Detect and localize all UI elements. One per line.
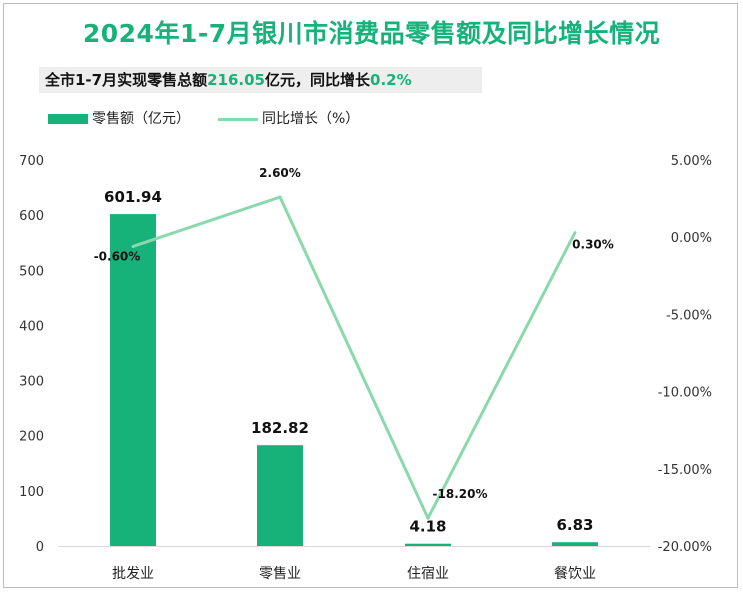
chart-subtitle: 全市1-7月实现零售总额216.05亿元，同比增长0.2% <box>39 67 482 93</box>
bar <box>110 214 156 546</box>
y-right-tick-label: -5.00% <box>666 308 712 323</box>
y-left-tick-label: 100 <box>19 485 44 500</box>
y-left-tick-label: 700 <box>19 154 44 169</box>
subtitle-amount: 216.05 <box>207 71 265 89</box>
growth-point <box>278 195 282 199</box>
y-left-tick-label: 200 <box>19 430 44 445</box>
y-right-tick-label: -20.00% <box>658 540 712 555</box>
y-left-tick-label: 0 <box>36 540 44 555</box>
y-right-tick-label: 5.00% <box>671 154 712 169</box>
legend-item-bar: 零售额（亿元） <box>48 108 190 128</box>
y-right-tick-label: 0.00% <box>671 231 712 246</box>
x-category-label: 零售业 <box>259 566 301 582</box>
y-left-tick-label: 500 <box>19 264 44 279</box>
bar <box>552 542 598 546</box>
legend-line-swatch <box>218 117 258 121</box>
legend-bar-swatch <box>48 114 88 124</box>
bar-data-label: 182.82 <box>251 419 309 437</box>
bar-data-label: 4.18 <box>409 518 446 536</box>
growth-line <box>132 195 577 520</box>
subtitle-mid: 亿元，同比增长 <box>265 71 371 89</box>
legend-item-line: 同比增长（%） <box>218 108 359 128</box>
subtitle-growth: 0.2% <box>370 71 412 89</box>
bar-data-label: 6.83 <box>556 516 593 534</box>
subtitle-prefix: 全市1-7月实现零售总额 <box>45 71 208 89</box>
legend-bar-label: 零售额（亿元） <box>92 111 190 127</box>
bar <box>405 543 451 546</box>
y-right-tick-label: -15.00% <box>658 463 712 478</box>
y-right-tick-label: -10.00% <box>658 386 712 401</box>
growth-data-label: -18.20% <box>433 487 488 501</box>
growth-point <box>131 244 135 248</box>
x-category-label: 住宿业 <box>407 565 449 582</box>
growth-data-label: 2.60% <box>259 166 301 180</box>
x-category-label: 餐饮业 <box>554 566 596 582</box>
bar-data-label: 601.94 <box>104 188 162 206</box>
y-left-tick-label: 300 <box>19 375 44 390</box>
chart-title: 2024年1-7月银川市消费品零售额及同比增长情况 <box>82 19 661 48</box>
y-left-tick-label: 600 <box>19 209 44 224</box>
growth-data-label: 0.30% <box>572 238 614 252</box>
growth-point <box>573 231 577 235</box>
y-left-tick-label: 400 <box>19 319 44 334</box>
bar <box>257 445 303 546</box>
growth-point <box>426 516 430 520</box>
legend-line-label: 同比增长（%） <box>262 111 360 127</box>
growth-data-label: -0.60% <box>94 249 141 263</box>
x-category-label: 批发业 <box>112 566 154 582</box>
